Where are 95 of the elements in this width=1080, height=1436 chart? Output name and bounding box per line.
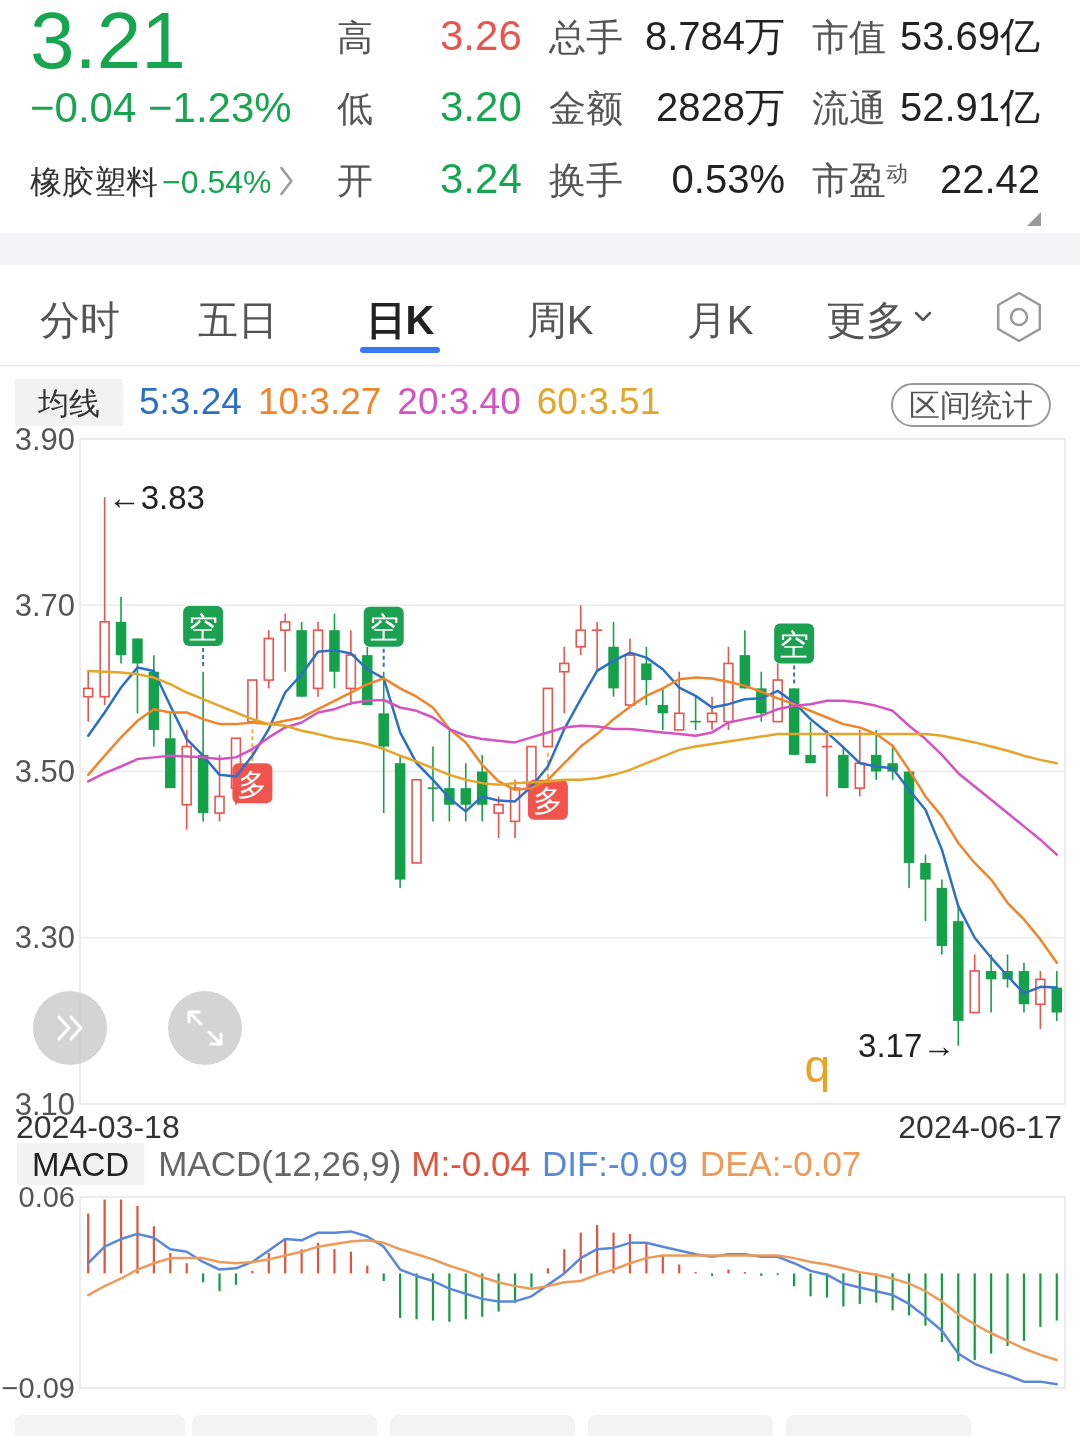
y-tick-label: 3.70 (14, 587, 75, 623)
bar (1055, 1273, 1058, 1321)
text: 区间统计 (909, 388, 1033, 423)
text: 60:3.51 (536, 381, 661, 422)
bar (760, 1273, 763, 1276)
candlestick (559, 646, 570, 715)
bar (218, 1273, 221, 1292)
data-label: 空 (368, 611, 399, 645)
text: 金额 (549, 88, 623, 129)
text: DEA:-0.07 (699, 1144, 862, 1183)
candlestick (460, 762, 472, 823)
candlestick (312, 621, 324, 698)
candlestick (427, 745, 439, 823)
text: 2024-06-17 (898, 1109, 1062, 1145)
candlestick (854, 729, 866, 798)
text: 更多 (826, 298, 906, 342)
text: 月K (686, 298, 754, 342)
bar (333, 1249, 336, 1274)
candlestick (82, 670, 94, 723)
bar (1022, 1273, 1026, 1341)
text: 2828万 (656, 85, 785, 129)
text: 3.20 (440, 83, 522, 130)
bar (793, 1273, 796, 1287)
line-series (86, 698, 1059, 856)
text: −1.23% (148, 84, 292, 131)
candlestick (706, 695, 718, 731)
candlestick (591, 621, 603, 673)
bar (678, 1264, 681, 1274)
text: 22.42 (939, 157, 1040, 201)
y-tick-label: −0.09 (1, 1372, 75, 1404)
bar (415, 1273, 418, 1320)
line-series (86, 676, 1059, 964)
bar (136, 1205, 139, 1274)
candlestick (985, 953, 997, 1014)
y-tick-label: 3.30 (14, 920, 75, 956)
bar (202, 1273, 205, 1283)
bar (1039, 1273, 1042, 1327)
text: 53.69亿 (899, 14, 1040, 58)
text: 0.53% (671, 157, 785, 201)
data-label: 空 (779, 627, 810, 661)
annotation: 3.17→ (858, 1027, 956, 1065)
series-label: DIF:-0.09 (541, 1144, 688, 1183)
text: 日K (365, 298, 435, 342)
text: 开 (337, 160, 373, 201)
text: 20:3.40 (397, 381, 521, 422)
data-label: 多 (532, 784, 563, 818)
bar (530, 1273, 533, 1288)
text: 8.784万 (644, 14, 785, 58)
bar (546, 1268, 549, 1274)
text: −0.54% (162, 164, 272, 200)
data-label: 多 (237, 767, 268, 801)
candlestick (920, 853, 931, 922)
text: 流通 (812, 88, 886, 129)
text: 3.21 (30, 0, 186, 85)
text: 周K (526, 298, 594, 342)
text: 换手 (549, 160, 623, 201)
text: 3.24 (440, 155, 522, 202)
text: 52.91亿 (899, 85, 1040, 129)
annotation: ←3.83 (107, 478, 205, 516)
annotation: q (804, 1040, 830, 1092)
bar (185, 1263, 188, 1274)
text: 五日 (198, 298, 278, 342)
text: −0.04 (30, 84, 137, 131)
bar (399, 1273, 402, 1318)
text: 10:3.27 (257, 381, 382, 422)
bar (1006, 1273, 1009, 1346)
y-tick-label: 3.90 (14, 421, 75, 457)
candlestick (263, 629, 275, 690)
line-series (86, 1239, 1059, 1362)
text: 5:3.24 (139, 381, 242, 422)
bar (727, 1269, 730, 1274)
legend-title: 均线 (37, 386, 100, 421)
data-label: 空 (188, 610, 219, 644)
candlestick (805, 720, 816, 764)
candlestick (641, 646, 652, 706)
chart-title: MACD (32, 1146, 130, 1183)
text: 3.26 (440, 12, 522, 59)
text: 高 (337, 17, 373, 58)
chart-subtitle: MACD(12,26,9) (158, 1144, 402, 1183)
text: 总手 (548, 17, 623, 58)
bar (234, 1273, 238, 1285)
y-tick-label: 0.06 (18, 1181, 75, 1213)
text: 市值 (812, 17, 886, 58)
text: 市盈$^{动}$ (812, 160, 908, 201)
text: 低 (337, 88, 373, 129)
candlestick (657, 687, 669, 731)
bar (382, 1273, 385, 1282)
candlestick (575, 604, 586, 656)
text: 分时 (40, 298, 120, 342)
text: 橡胶塑料 (30, 164, 158, 200)
y-tick-label: 3.50 (14, 754, 75, 789)
candlestick (279, 612, 291, 673)
text: M:-0.04 (411, 1144, 530, 1183)
bar (710, 1273, 714, 1276)
bar (809, 1273, 812, 1297)
